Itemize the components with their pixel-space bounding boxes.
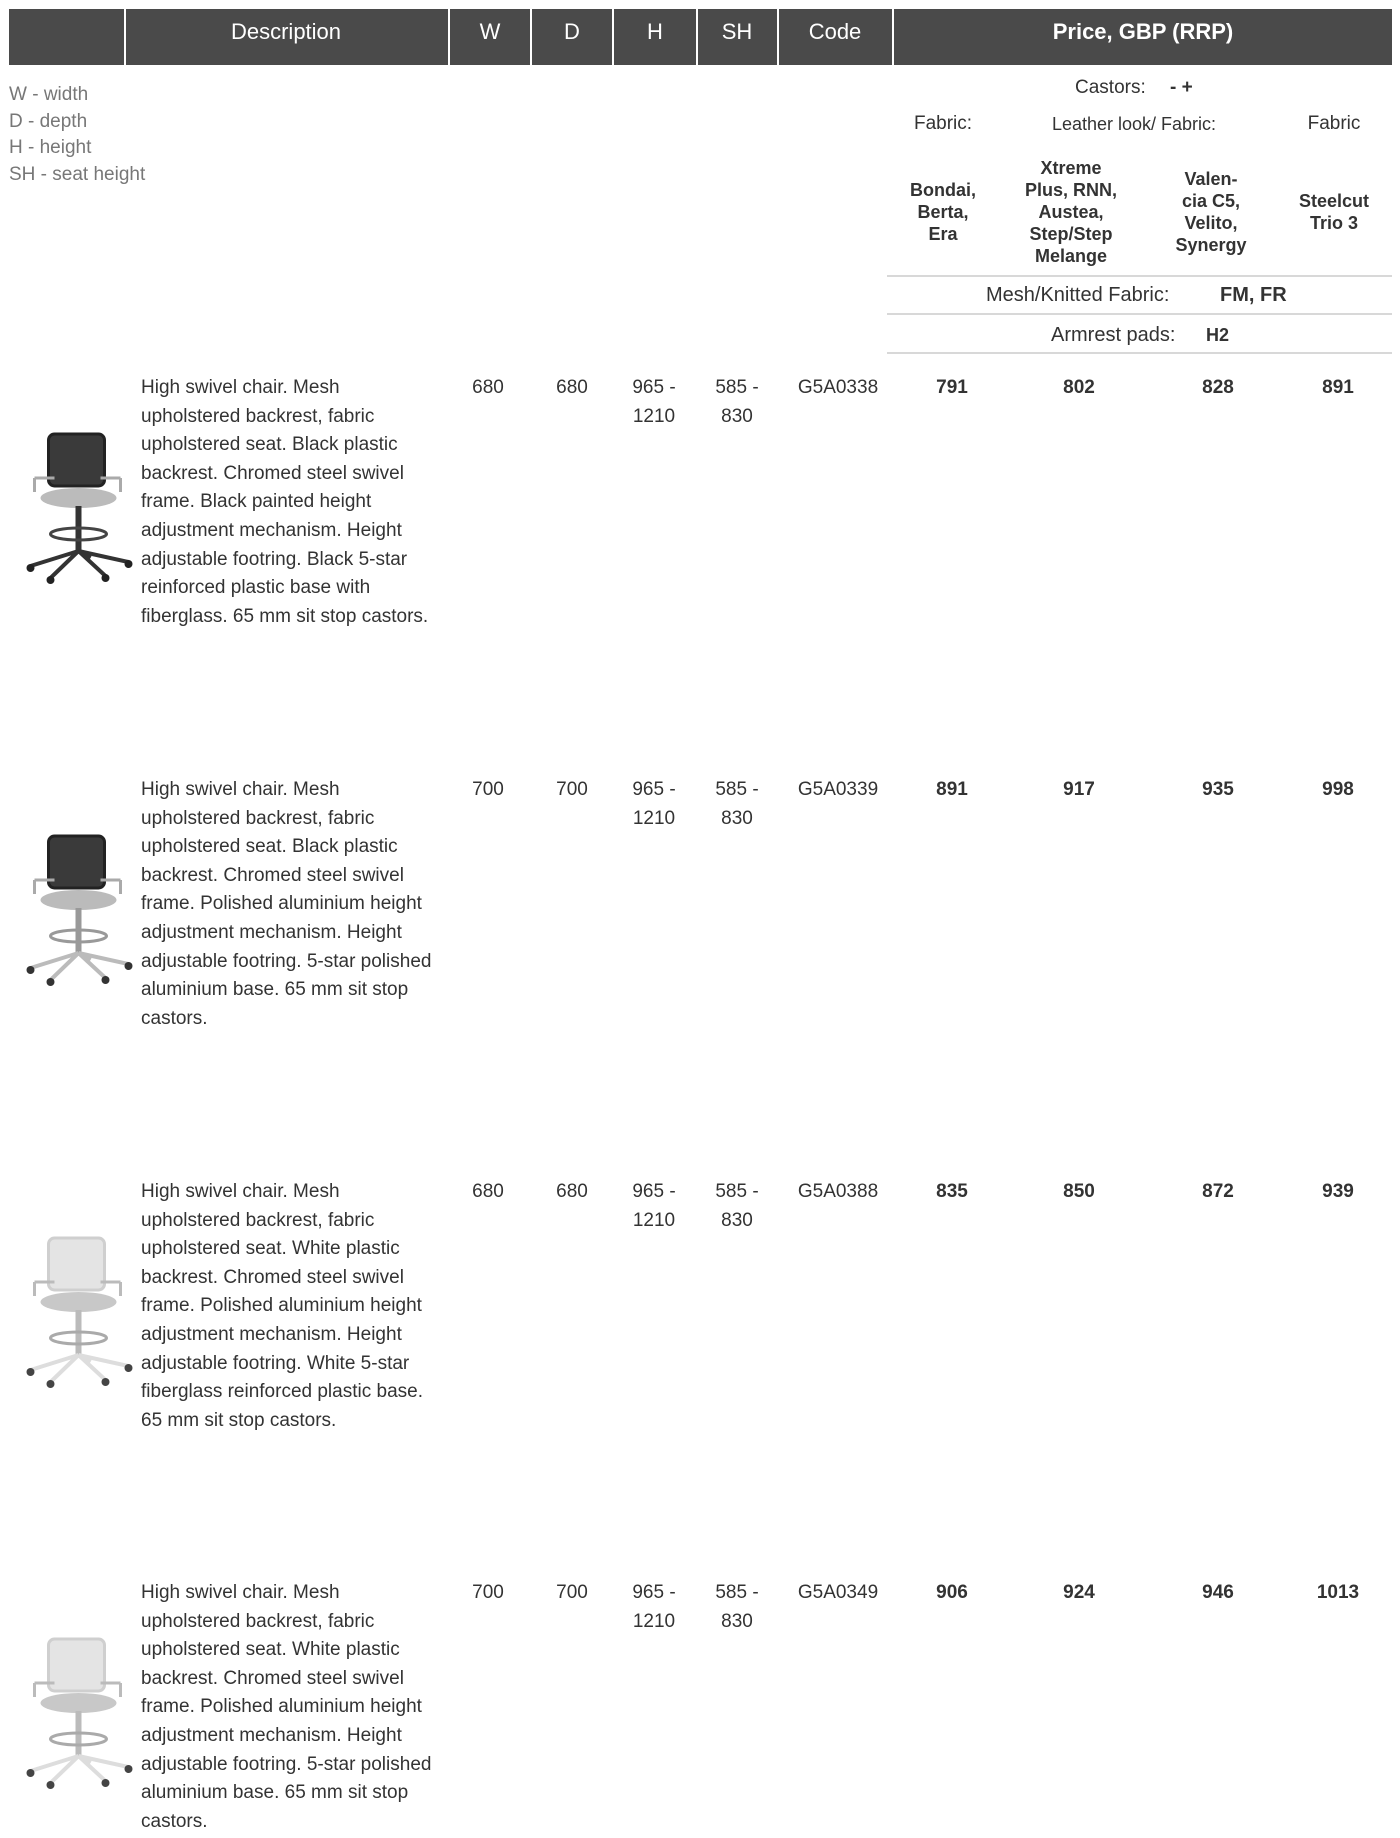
header-dividers bbox=[124, 9, 894, 65]
seat-height: 830 bbox=[721, 807, 753, 829]
chair-image bbox=[27, 836, 133, 986]
price: 891 bbox=[936, 779, 968, 800]
column-header: SH bbox=[721, 19, 753, 44]
width: 680 bbox=[472, 1181, 504, 1202]
castors-value: - + bbox=[1170, 77, 1193, 98]
header-bar bbox=[9, 9, 1392, 65]
price: 1013 bbox=[1316, 1582, 1360, 1603]
description: High swivel chair. Mesh upholstered back… bbox=[141, 1181, 423, 1431]
fabric-name: Bondai, bbox=[910, 180, 976, 200]
fabric-name: cia C5, bbox=[1181, 191, 1241, 211]
column-header: Code bbox=[808, 19, 862, 44]
code: G5A0338 bbox=[797, 377, 879, 398]
height: 965 - bbox=[632, 779, 676, 800]
column-header: W bbox=[479, 19, 501, 44]
mesh-label: Mesh/Knitted Fabric: bbox=[986, 284, 1170, 306]
fabric-name: Step/Step bbox=[1029, 224, 1113, 244]
armrest-value: H2 bbox=[1206, 325, 1230, 345]
price: 828 bbox=[1202, 377, 1234, 398]
fabric-name: Era bbox=[928, 224, 958, 244]
height: 1210 bbox=[632, 1209, 676, 1231]
column-header: Price, GBP (RRP) bbox=[1052, 19, 1234, 44]
height: 1210 bbox=[632, 807, 676, 829]
depth: 700 bbox=[556, 779, 588, 800]
description: High swivel chair. Mesh upholstered back… bbox=[141, 1582, 432, 1832]
column-header: Description bbox=[230, 19, 342, 44]
code: G5A0349 bbox=[797, 1582, 879, 1603]
fabric-name: Valen- bbox=[1184, 169, 1238, 189]
seat-height: 585 - bbox=[715, 779, 759, 800]
height: 965 - bbox=[632, 377, 676, 398]
price: 998 bbox=[1322, 779, 1354, 800]
width: 700 bbox=[472, 779, 504, 800]
legend-item: H - height bbox=[9, 137, 92, 158]
depth: 700 bbox=[556, 1582, 588, 1603]
fabric-name: Velito, bbox=[1184, 213, 1238, 233]
legend-item: D - depth bbox=[9, 110, 88, 132]
chair-image bbox=[27, 1639, 133, 1789]
height: 1210 bbox=[632, 1610, 676, 1632]
seat-height: 585 - bbox=[715, 377, 759, 398]
fabric-name: Synergy bbox=[1175, 235, 1247, 255]
price: 935 bbox=[1202, 779, 1234, 800]
price: 835 bbox=[936, 1181, 968, 1202]
price: 891 bbox=[1322, 377, 1354, 398]
description: High swivel chair. Mesh upholstered back… bbox=[141, 779, 432, 1029]
castors-label: Castors: bbox=[1075, 77, 1146, 98]
seat-height: 830 bbox=[721, 1209, 753, 1231]
chair-image bbox=[27, 1238, 133, 1388]
legend-item: W - width bbox=[9, 84, 89, 105]
price: 939 bbox=[1322, 1181, 1354, 1202]
code: G5A0339 bbox=[797, 779, 879, 800]
price: 946 bbox=[1202, 1582, 1234, 1603]
width: 700 bbox=[472, 1582, 504, 1603]
fabric-name: Berta, bbox=[917, 202, 969, 222]
depth: 680 bbox=[556, 1181, 588, 1202]
fabric-name: Melange bbox=[1034, 246, 1108, 266]
price: 924 bbox=[1063, 1582, 1095, 1603]
price-header-rules bbox=[887, 275, 1392, 354]
fabric-group: Fabric: bbox=[913, 113, 973, 134]
price: 917 bbox=[1063, 779, 1095, 800]
column-header: H bbox=[647, 19, 663, 44]
price: 906 bbox=[936, 1582, 968, 1603]
width: 680 bbox=[472, 377, 504, 398]
price: 850 bbox=[1063, 1181, 1095, 1202]
seat-height: 585 - bbox=[715, 1582, 759, 1603]
seat-height: 830 bbox=[721, 1610, 753, 1632]
description: High swivel chair. Mesh upholstered back… bbox=[141, 377, 429, 627]
price: 802 bbox=[1063, 377, 1095, 398]
fabric-name: Xtreme bbox=[1040, 158, 1102, 178]
column-header: D bbox=[564, 19, 580, 44]
fabric-name: Plus, RNN, bbox=[1024, 180, 1118, 200]
fabric-name: Trio 3 bbox=[1309, 213, 1359, 233]
price: 791 bbox=[936, 377, 968, 398]
fabric-group: Fabric bbox=[1307, 113, 1361, 134]
armrest-label: Armrest pads: bbox=[1051, 324, 1176, 346]
seat-height: 585 - bbox=[715, 1181, 759, 1202]
chair-image bbox=[27, 434, 133, 584]
price: 872 bbox=[1202, 1181, 1234, 1202]
legend-item: SH - seat height bbox=[9, 163, 146, 185]
code: G5A0388 bbox=[797, 1181, 879, 1202]
fabric-group: Leather look/ Fabric: bbox=[1051, 114, 1217, 134]
fabric-name: Austea, bbox=[1038, 202, 1104, 222]
depth: 680 bbox=[556, 377, 588, 398]
height: 965 - bbox=[632, 1582, 676, 1603]
height: 965 - bbox=[632, 1181, 676, 1202]
mesh-value: FM, FR bbox=[1220, 284, 1287, 306]
fabric-name: Steelcut bbox=[1298, 191, 1370, 211]
seat-height: 830 bbox=[721, 405, 753, 427]
height: 1210 bbox=[632, 405, 676, 427]
